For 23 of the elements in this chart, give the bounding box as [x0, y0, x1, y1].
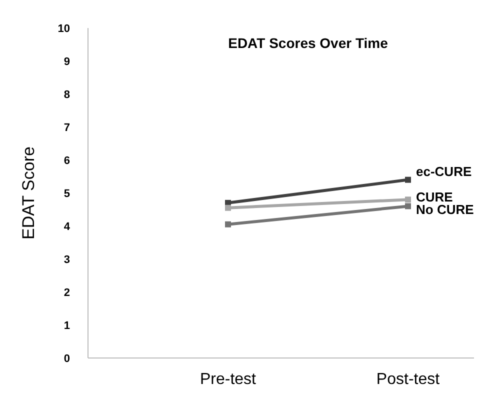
y-tick-label: 7 — [64, 122, 70, 134]
point — [405, 176, 411, 183]
y-tick-label: 10 — [58, 22, 70, 35]
series-label: ec-CURE — [416, 164, 472, 179]
y-tick-label: 9 — [64, 56, 70, 68]
x-tick-label: Post-test — [376, 371, 440, 388]
point — [225, 204, 231, 211]
point — [405, 196, 411, 203]
y-tick-label: 1 — [64, 320, 70, 332]
y-axis-title: EDAT Score — [19, 146, 38, 240]
y-tick-label: 4 — [64, 220, 71, 233]
series-label: CURE — [416, 190, 454, 205]
y-tick-label: 6 — [64, 154, 70, 167]
point — [225, 221, 231, 228]
point — [405, 203, 411, 210]
y-tick-label: 5 — [64, 188, 70, 200]
y-tick-label: 8 — [64, 88, 70, 101]
y-tick-label: 0 — [64, 352, 70, 365]
x-tick-label: Pre-test — [200, 371, 257, 388]
y-tick-label: 2 — [64, 286, 70, 299]
series-label: No CURE — [416, 202, 474, 218]
text: EDAT Scores Over Time — [228, 35, 388, 51]
y-tick-label: 3 — [64, 254, 70, 266]
